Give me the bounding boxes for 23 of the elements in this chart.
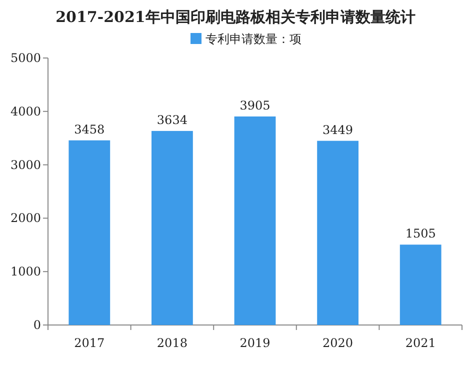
x-tick-label: 2018 (156, 336, 188, 350)
bar (68, 140, 110, 325)
chart-title: 2017-2021年中国印刷电路板相关专利申请数量统计 (56, 8, 416, 26)
data-label: 3634 (156, 112, 188, 127)
data-label: 3905 (240, 98, 270, 112)
data-label: 3449 (322, 122, 354, 137)
y-tick-label: 5000 (10, 51, 41, 65)
y-tick-label: 2000 (10, 211, 41, 226)
x-tick-label: 2021 (405, 336, 436, 350)
bar (152, 130, 193, 325)
bar (317, 140, 358, 325)
y-tick-label: 0 (33, 318, 41, 332)
y-tick-label: 3000 (10, 158, 41, 172)
bar (400, 244, 442, 325)
data-label: 3458 (74, 122, 105, 136)
bar (234, 116, 276, 325)
y-tick-label: 4000 (10, 104, 41, 118)
x-tick-label: 2019 (240, 336, 270, 350)
legend-label: 专利申请数量：项 (206, 32, 302, 46)
data-label: 1505 (405, 226, 436, 241)
x-tick-label: 2020 (322, 336, 354, 350)
x-tick-label: 2017 (74, 336, 105, 350)
y-tick-label: 1000 (10, 264, 41, 279)
